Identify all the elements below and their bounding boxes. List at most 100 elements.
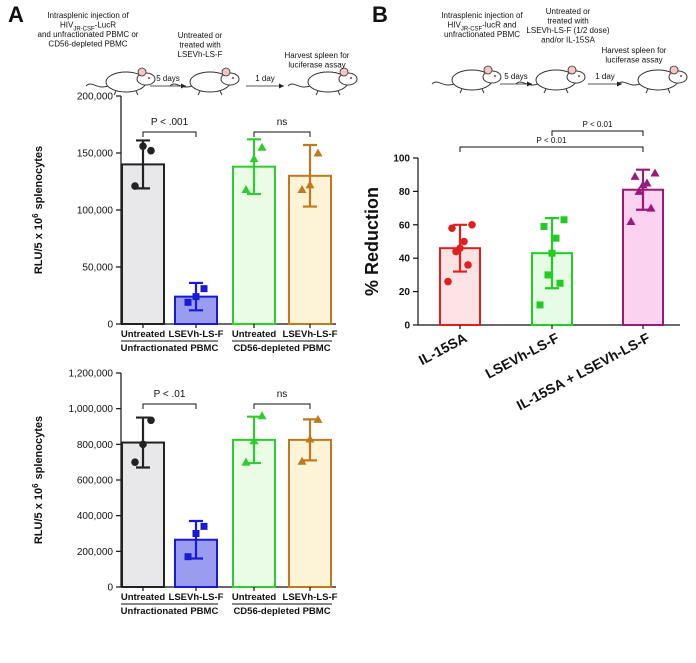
arrow-label: 1 day bbox=[255, 74, 275, 83]
data-point bbox=[560, 216, 568, 224]
mouse-leg bbox=[481, 88, 485, 94]
schematic-text: Intrasplenic injection of bbox=[441, 11, 523, 20]
schematic-text: CD56-depleted PBMC bbox=[48, 40, 127, 49]
arrow-head bbox=[181, 83, 186, 89]
y-axis-label-part: RLU/5 x 10 bbox=[33, 488, 45, 544]
data-point bbox=[139, 142, 147, 150]
schematic-text: and unfractionated PBMC or bbox=[38, 30, 139, 39]
data-point bbox=[184, 553, 192, 561]
data-point bbox=[452, 247, 460, 256]
y-axis-label-part: % Reduction bbox=[362, 187, 382, 296]
schematic-text: Untreated or bbox=[178, 31, 223, 40]
mouse-leg bbox=[459, 88, 463, 94]
group-label: Unfractionated PBMC bbox=[121, 343, 219, 354]
mouse-icon bbox=[431, 65, 502, 94]
significance-label: ns bbox=[277, 117, 288, 128]
mouse-ear bbox=[567, 65, 577, 75]
arrow-label: 1 day bbox=[595, 72, 615, 81]
y-axis-label-part: splenocytes bbox=[33, 416, 45, 480]
y-tick-label: 100 bbox=[393, 154, 410, 165]
y-tick-label: 1,200,000 bbox=[69, 369, 114, 380]
mouse-leg bbox=[315, 90, 319, 96]
schematic-text-part: HIV bbox=[60, 21, 74, 30]
data-point bbox=[147, 146, 155, 155]
data-point bbox=[297, 456, 307, 465]
y-axis-label-sup: 6 bbox=[31, 213, 40, 218]
mouse-tail bbox=[515, 81, 539, 86]
significance-bracket bbox=[253, 131, 311, 137]
y-tick-label: 0 bbox=[107, 320, 113, 331]
x-tick-label: LSEVh-LS-F bbox=[283, 329, 338, 340]
y-axis-label-sup: 6 bbox=[31, 483, 40, 488]
data-point bbox=[313, 414, 323, 423]
y-axis-label-part: splenocytes bbox=[33, 146, 45, 210]
y-tick-label: 80 bbox=[399, 187, 411, 198]
y-tick-label: 400,000 bbox=[77, 511, 114, 522]
significance-bracket bbox=[551, 130, 644, 136]
data-point bbox=[544, 271, 552, 279]
significance-bracket bbox=[142, 131, 197, 137]
x-tick-label: Untreated bbox=[121, 592, 166, 603]
schematic-text: luciferase assay bbox=[288, 61, 345, 70]
schematic-text: LSEVh-LS-F (1/2 dose) bbox=[526, 26, 609, 35]
y-axis-label: % Reduction bbox=[362, 187, 382, 296]
y-tick-label: 200,000 bbox=[77, 92, 114, 103]
group-label: CD56-depleted PBMC bbox=[233, 343, 330, 354]
mouse-icon bbox=[85, 67, 156, 96]
data-point bbox=[646, 203, 656, 212]
data-point bbox=[131, 458, 139, 466]
data-point bbox=[192, 530, 200, 537]
significance-label: P < 0.01 bbox=[583, 120, 613, 129]
bar bbox=[121, 163, 165, 325]
mouse-leg bbox=[667, 88, 671, 94]
schematic-text-part: HIV bbox=[448, 21, 462, 30]
mouse-tail bbox=[431, 81, 455, 86]
y-axis-label: RLU/5 x 106 splenocytes bbox=[31, 416, 46, 544]
mouse-eye bbox=[680, 75, 682, 77]
data-point bbox=[630, 171, 640, 180]
data-point bbox=[249, 154, 259, 163]
schematic-text: treated with bbox=[547, 17, 588, 26]
data-point bbox=[241, 457, 251, 466]
schematic-text-part: -lucR and bbox=[482, 21, 516, 30]
y-tick-label: 800,000 bbox=[77, 440, 114, 451]
schematic-text-part: JR-CSF bbox=[461, 27, 483, 33]
data-point bbox=[192, 293, 200, 301]
data-point bbox=[556, 279, 564, 287]
panel-label: A bbox=[8, 2, 24, 27]
error-bar bbox=[247, 138, 261, 196]
x-tick-label: LSEVh-LS-F bbox=[283, 592, 338, 603]
mouse-tail bbox=[617, 81, 641, 86]
mouse-ear bbox=[339, 67, 349, 77]
data-point bbox=[184, 298, 192, 306]
schematic-text: luciferase assay bbox=[605, 56, 662, 65]
data-point bbox=[131, 182, 139, 190]
bar bbox=[288, 438, 332, 588]
x-tick-label: Untreated bbox=[232, 329, 277, 340]
schematic-text: Harvest spleen for bbox=[602, 46, 667, 55]
y-tick-label: 150,000 bbox=[77, 149, 114, 160]
schematic-text: and/or IL-15SA bbox=[541, 36, 595, 45]
arrow-head bbox=[617, 81, 622, 87]
arrow-head bbox=[279, 83, 284, 89]
data-point bbox=[444, 277, 452, 286]
arrow-head bbox=[527, 81, 532, 87]
data-point bbox=[650, 168, 660, 177]
data-point bbox=[305, 434, 315, 443]
group-label: Unfractionated PBMC bbox=[121, 606, 219, 617]
significance-label: ns bbox=[277, 389, 288, 400]
mouse-icon bbox=[515, 65, 586, 94]
mouse-leg bbox=[337, 90, 341, 96]
y-tick-label: 40 bbox=[399, 254, 411, 265]
x-tick-label: LSEVh-LS-F bbox=[169, 592, 224, 603]
data-point bbox=[305, 180, 315, 189]
mouse-icon bbox=[617, 65, 688, 94]
data-point bbox=[638, 180, 648, 189]
schematic-text: Intrasplenic injection of bbox=[47, 11, 129, 20]
mouse-ear bbox=[137, 67, 147, 77]
arrow-label: 5 days bbox=[156, 74, 180, 83]
data-point bbox=[626, 216, 636, 225]
y-tick-label: 100,000 bbox=[77, 206, 114, 217]
y-tick-label: 50,000 bbox=[82, 263, 113, 274]
